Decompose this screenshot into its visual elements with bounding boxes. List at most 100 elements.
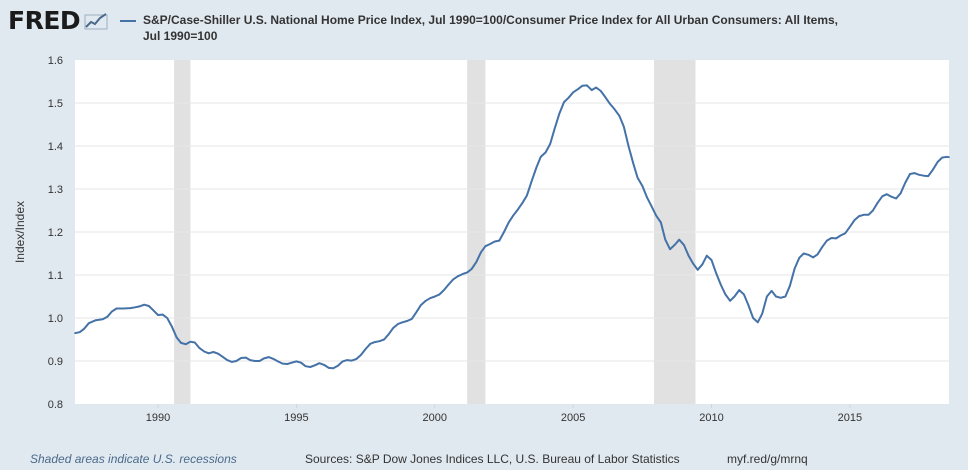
data-point xyxy=(757,321,759,324)
data-point xyxy=(88,322,90,325)
data-point xyxy=(826,239,828,242)
data-point xyxy=(526,194,528,197)
logo-text: FRED xyxy=(8,6,81,35)
data-point xyxy=(609,103,611,105)
data-point xyxy=(221,355,224,358)
data-point xyxy=(540,156,542,158)
fred-logo[interactable]: FRED xyxy=(8,6,110,35)
data-point xyxy=(632,162,634,164)
data-point xyxy=(355,358,358,360)
data-point xyxy=(360,354,362,356)
data-point xyxy=(517,208,519,211)
data-point xyxy=(766,295,768,298)
data-point xyxy=(567,97,570,99)
data-point xyxy=(254,360,256,362)
data-point xyxy=(669,248,671,250)
data-point xyxy=(263,357,265,360)
data-point xyxy=(494,240,496,243)
data-point xyxy=(392,327,395,329)
data-point xyxy=(152,309,155,312)
data-point xyxy=(881,195,884,198)
data-point xyxy=(544,151,547,154)
data-point xyxy=(318,362,321,365)
data-point xyxy=(166,317,168,319)
y-tick-label: 1.0 xyxy=(48,313,63,325)
data-point xyxy=(623,125,625,128)
data-point xyxy=(115,307,118,310)
legend-series-label: S&P/Case-Shiller U.S. National Home Pric… xyxy=(143,13,839,43)
data-point xyxy=(789,285,791,287)
data-point xyxy=(217,352,219,355)
data-point xyxy=(946,156,948,158)
y-tick-label: 1.2 xyxy=(48,227,63,239)
data-point xyxy=(240,357,242,359)
data-point xyxy=(351,359,353,362)
data-point xyxy=(895,197,897,200)
data-point xyxy=(457,275,459,278)
y-axis-ticks: 0.8 0.9 1.0 1.1 1.2 1.3 1.4 1.5 1.6 xyxy=(48,55,63,411)
data-point xyxy=(189,340,192,343)
data-point xyxy=(853,219,856,221)
data-point xyxy=(78,331,81,334)
data-point xyxy=(710,259,713,261)
data-point xyxy=(876,202,879,204)
data-point xyxy=(941,156,943,159)
data-point xyxy=(660,221,662,224)
x-tick-label: 2000 xyxy=(423,412,447,424)
data-point xyxy=(373,341,376,343)
data-point xyxy=(111,310,113,313)
data-point xyxy=(830,237,833,239)
data-point xyxy=(83,328,85,330)
data-point xyxy=(724,293,727,296)
data-point xyxy=(258,360,261,362)
data-point xyxy=(194,341,196,344)
data-point xyxy=(424,300,427,302)
data-point xyxy=(180,342,182,344)
data-point xyxy=(235,360,238,362)
data-point xyxy=(719,283,722,286)
data-point xyxy=(129,307,132,309)
data-point xyxy=(341,360,344,363)
x-tick-label: 2010 xyxy=(699,412,723,424)
data-point xyxy=(314,364,316,367)
data-point xyxy=(738,289,740,291)
data-point xyxy=(452,278,455,281)
data-point xyxy=(696,269,699,271)
data-point xyxy=(267,356,270,358)
data-point xyxy=(397,323,399,325)
data-point xyxy=(618,115,621,117)
data-point xyxy=(743,293,745,296)
data-point xyxy=(175,336,178,339)
data-point xyxy=(272,358,275,360)
data-point xyxy=(530,180,533,183)
y-tick-label: 1.6 xyxy=(48,55,63,67)
data-point xyxy=(948,156,950,158)
data-point xyxy=(673,244,676,246)
y-tick-label: 0.9 xyxy=(48,356,63,368)
chart-legend: S&P/Case-Shiller U.S. National Home Pric… xyxy=(120,12,850,44)
data-point xyxy=(683,244,685,246)
data-point xyxy=(553,128,556,130)
data-point xyxy=(636,177,639,179)
data-point xyxy=(461,273,464,275)
data-point xyxy=(613,108,616,111)
data-point xyxy=(332,367,335,370)
data-point xyxy=(812,256,814,259)
data-point xyxy=(715,272,717,275)
data-point xyxy=(927,175,929,177)
data-point xyxy=(863,214,865,216)
x-tick-label: 1995 xyxy=(284,412,308,424)
data-point xyxy=(143,303,145,306)
short-link[interactable]: myf.red/g/mrnq xyxy=(727,452,808,466)
data-point xyxy=(650,205,653,207)
data-point xyxy=(443,289,445,291)
data-point xyxy=(849,226,851,228)
data-point xyxy=(840,234,842,237)
data-point xyxy=(572,91,574,94)
data-point xyxy=(364,348,367,350)
y-axis-label: Index/Index xyxy=(13,200,27,264)
data-point xyxy=(655,214,657,217)
data-point xyxy=(770,290,773,292)
data-point xyxy=(466,271,469,274)
